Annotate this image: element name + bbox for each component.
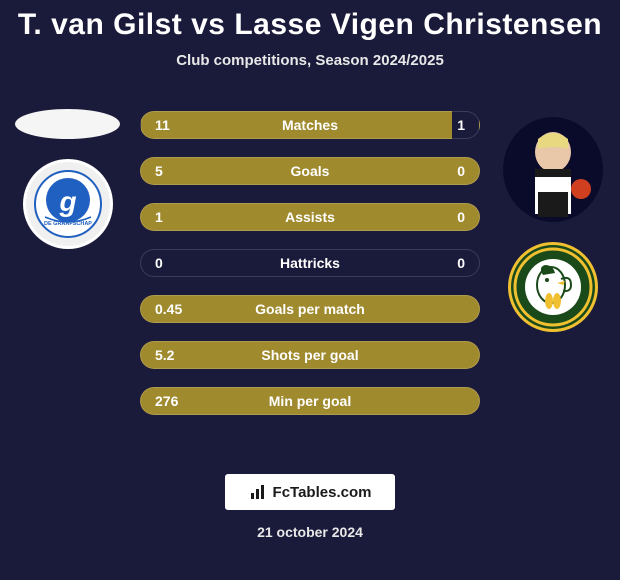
player1-photo — [15, 109, 120, 139]
stat-label: Assists — [141, 209, 479, 225]
brand-text: FcTables.com — [273, 484, 372, 501]
stat-label: Goals — [141, 163, 479, 179]
stat-bar: 276Min per goal — [140, 387, 480, 415]
stat-bar: 5.2Shots per goal — [140, 341, 480, 369]
stat-label: Goals per match — [141, 301, 479, 317]
comparison-card: T. van Gilst vs Lasse Vigen Christensen … — [0, 0, 620, 580]
stat-label: Matches — [141, 117, 479, 133]
stat-label: Min per goal — [141, 393, 479, 409]
stat-label: Shots per goal — [141, 347, 479, 363]
stat-right-value: 0 — [457, 255, 465, 271]
date-text: 21 october 2024 — [257, 524, 363, 540]
stat-bar: 5Goals0 — [140, 157, 480, 185]
stat-left-value: 5 — [155, 163, 163, 179]
stat-label: Hattricks — [141, 255, 479, 271]
stat-left-value: 0.45 — [155, 301, 182, 317]
stat-bar: 0Hattricks0 — [140, 249, 480, 277]
stats-column: 11Matches15Goals01Assists00Hattricks00.4… — [135, 89, 485, 456]
player2-club-badge — [508, 242, 598, 332]
brand-chart-icon — [249, 483, 267, 501]
stat-bar: 0.45Goals per match — [140, 295, 480, 323]
player2-photo-icon — [503, 117, 603, 222]
player1-column: g DE GRAAFSCHAP — [0, 89, 135, 456]
svg-text:DE GRAAFSCHAP: DE GRAAFSCHAP — [44, 221, 92, 227]
stat-left-value: 11 — [155, 117, 170, 133]
graafschap-logo-icon: g DE GRAAFSCHAP — [33, 169, 103, 239]
stat-left-value: 276 — [155, 393, 178, 409]
stat-left-value: 0 — [155, 255, 163, 271]
stat-right-value: 0 — [457, 163, 465, 179]
stat-right-value: 1 — [457, 117, 465, 133]
svg-text:g: g — [58, 186, 76, 217]
stat-left-value: 5.2 — [155, 347, 174, 363]
player1-club-badge: g DE GRAAFSCHAP — [23, 159, 113, 249]
stat-bar: 11Matches1 — [140, 111, 480, 139]
subtitle: Club competitions, Season 2024/2025 — [176, 52, 444, 69]
page-title: T. van Gilst vs Lasse Vigen Christensen — [18, 8, 602, 42]
stat-bar: 1Assists0 — [140, 203, 480, 231]
main-area: g DE GRAAFSCHAP 11Matches15Goals01Assist… — [0, 89, 620, 456]
brand-badge: FcTables.com — [225, 474, 395, 510]
stat-right-value: 0 — [457, 209, 465, 225]
player2-photo — [503, 117, 603, 222]
ado-logo-icon — [513, 247, 593, 327]
player2-column — [485, 89, 620, 456]
footer: FcTables.com 21 october 2024 — [225, 456, 395, 580]
stat-left-value: 1 — [155, 209, 163, 225]
